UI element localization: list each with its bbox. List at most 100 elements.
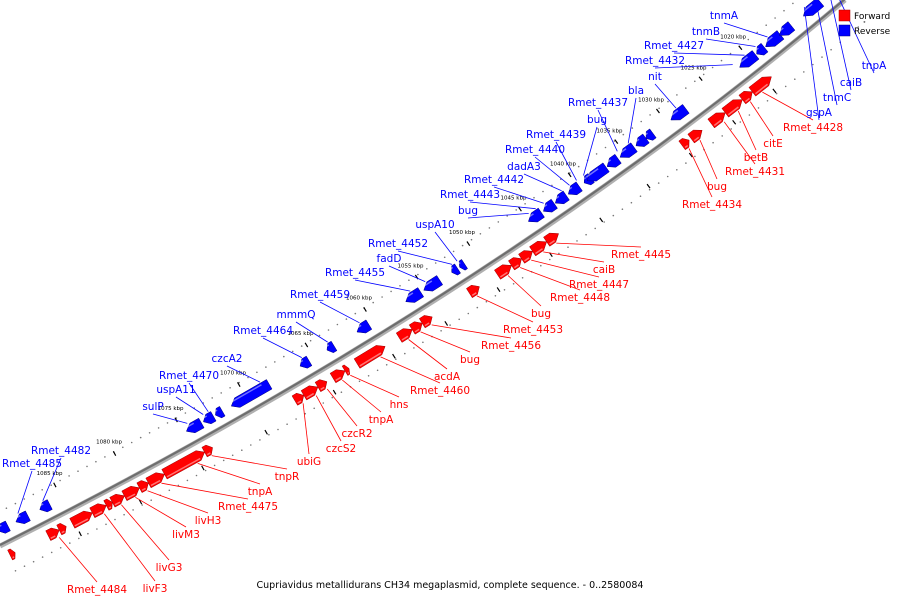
tick-mark (732, 119, 737, 125)
guide-dot (68, 475, 70, 477)
forward-gene-arrow (721, 99, 743, 118)
gene-highlight (535, 248, 543, 255)
tick-label: 1075 kbp (158, 406, 184, 412)
guide-dot (443, 256, 446, 259)
backbone-arc (0, 0, 846, 546)
forward-gene-label: Rmet_4448 (550, 292, 610, 304)
gene-highlight (298, 359, 304, 364)
map-caption: Cupriavidus metallidurans CH34 megaplasm… (257, 580, 644, 591)
forward-gene-arrow (201, 444, 213, 458)
guide-dot (417, 273, 419, 276)
guide-dot (283, 355, 285, 358)
guide-dot (676, 169, 678, 171)
forward-gene-arrow (418, 315, 433, 329)
reverse-gene-label: Rmet_4427 (644, 40, 704, 52)
label-leaders (17, 0, 875, 583)
reverse-leader-line (839, 0, 875, 74)
reverse-leader-line (673, 52, 745, 56)
reverse-gene-label: dadA3 (507, 161, 541, 173)
guide-dot (139, 436, 142, 439)
gene-highlight (38, 503, 44, 507)
reverse-gene-arrow (230, 379, 273, 408)
guide-dot (711, 66, 714, 69)
forward-gene-arrow (56, 523, 67, 536)
forward-gene-label: ubiG (297, 456, 321, 468)
guide-dot (78, 537, 80, 540)
guide-dot (595, 153, 598, 155)
tick-label: 1060 kbp (346, 296, 372, 302)
guide-dot (649, 114, 651, 116)
guide-dot (549, 258, 551, 261)
gene-highlight (713, 119, 722, 127)
forward-leader-line (688, 148, 713, 198)
tick-mark (646, 183, 651, 189)
guide-dot (195, 474, 198, 477)
guide-dot (694, 80, 696, 83)
guide-dot (720, 59, 723, 62)
guide-dot (87, 532, 89, 535)
gene-highlight (738, 56, 748, 65)
tick-mark (614, 139, 619, 144)
forward-leader-line (161, 482, 249, 500)
reverse-leader-line (397, 250, 453, 265)
gene-highlight (414, 328, 420, 333)
gene-highlight (359, 352, 382, 367)
tick-label: 1045 kbp (501, 196, 527, 202)
guide-dot (621, 208, 624, 210)
forward-gene-label: livM3 (172, 529, 200, 541)
guide-dot (494, 295, 497, 297)
forward-gene-label: betB (744, 152, 768, 164)
tick-label: 1035 kbp (597, 128, 623, 134)
gene-highlight (108, 506, 112, 509)
reverse-gene-arrow (203, 411, 217, 425)
guide-dot (96, 528, 98, 530)
gene-highlight (206, 452, 211, 456)
reverse-leader-line (226, 365, 261, 383)
tick-label: 1085 kbp (37, 471, 63, 477)
forward-gene-arrow (314, 379, 328, 393)
reverse-gene-arrow (765, 30, 785, 48)
tick-mark (264, 429, 268, 435)
forward-gene-arrow (687, 129, 703, 144)
guide-dot (422, 341, 424, 344)
guide-dot (434, 262, 437, 264)
guide-dot (77, 470, 79, 473)
guide-dot (184, 412, 187, 414)
guide-dot (639, 195, 642, 197)
gene-highlight (585, 168, 599, 178)
tick-mark (392, 353, 396, 359)
legend-forward-swatch (838, 9, 851, 22)
reverse-gene-arrow (543, 198, 558, 213)
guide-dot (640, 120, 642, 123)
forward-gene-arrow (7, 548, 16, 561)
gene-labels: tnmAtnmBRmet_4427Rmet_4432nitblaRmet_443… (2, 10, 887, 596)
forward-gene-label: czcR2 (341, 428, 372, 440)
forward-leader-line (342, 379, 382, 413)
forward-leader-line (543, 251, 605, 263)
gene-highlight (297, 400, 302, 404)
forward-leader-line (699, 139, 718, 180)
tick-mark (655, 108, 660, 114)
guide-dot (479, 233, 482, 235)
guide-dot (506, 215, 509, 217)
forward-leader-line (121, 504, 170, 561)
guide-dot (340, 391, 343, 394)
gene-highlight (450, 266, 454, 270)
guide-dot (122, 446, 124, 449)
gene-highlight (458, 262, 461, 265)
guide-dot (449, 324, 451, 326)
guide-dot (461, 244, 464, 247)
reverse-gene-arrow (356, 319, 373, 334)
forward-leader-line (737, 110, 757, 151)
gene-highlight (0, 524, 2, 527)
reverse-gene-label: Rmet_4437 (568, 97, 628, 109)
forward-gene-arrow (408, 321, 423, 335)
gene-highlight (325, 344, 330, 348)
guide-dot (558, 252, 560, 255)
guide-dot (354, 312, 357, 315)
forward-gene-arrow (678, 138, 690, 151)
tick-mark (688, 152, 693, 158)
guide-dot (803, 71, 805, 73)
gene-highlight (566, 186, 573, 192)
gene-highlight (727, 106, 739, 116)
